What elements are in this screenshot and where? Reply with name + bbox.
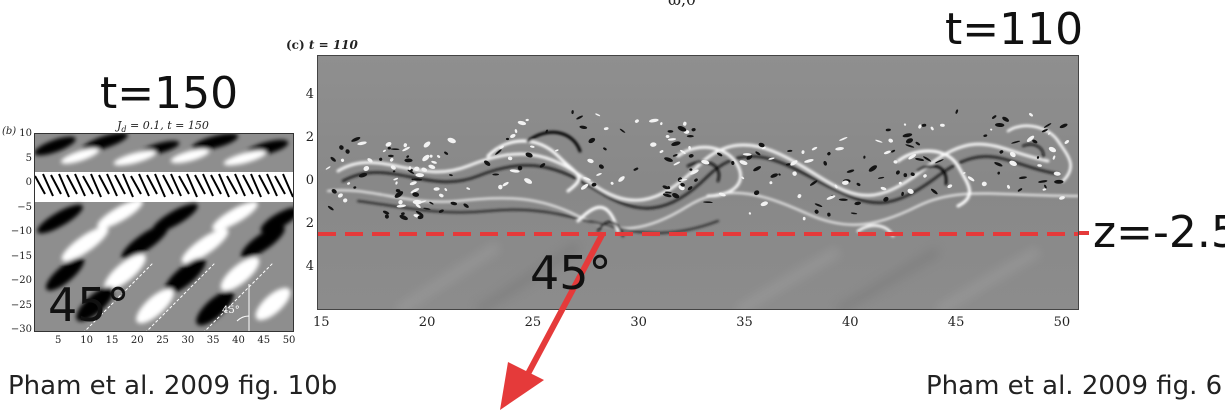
- panel-b-y-tick: −10: [10, 226, 32, 237]
- panel-b-x-tick: 40: [232, 335, 245, 346]
- z-line-label: z=-2.5: [1093, 207, 1225, 258]
- panel-b-caption: Pham et al. 2009 fig. 10b: [8, 371, 338, 401]
- panel-b-x-tick: 50: [282, 335, 296, 346]
- panel-c-field: [318, 56, 1078, 309]
- panel-c-y-tick: 4: [305, 259, 314, 274]
- panel-b-x-tick: 10: [80, 335, 94, 346]
- panel-b-letter: (b): [2, 126, 17, 137]
- panel-c-title: t = 110: [308, 38, 358, 52]
- panel-b-y-tick: −20: [10, 275, 32, 286]
- top-fragment: ω,θ: [668, 0, 696, 9]
- panel-b-time-label: t=150: [100, 68, 239, 119]
- panel-b-x-tick: 35: [206, 335, 220, 346]
- panel-c-header: (c) t = 110: [286, 38, 358, 52]
- panel-c-y-tick: 2: [305, 130, 314, 145]
- panel-b-plot: [34, 133, 294, 332]
- panel-b-angle-label: 45°: [48, 278, 130, 332]
- panel-c-angle-label: 45°: [530, 246, 612, 300]
- panel-b-y-tick: 0: [25, 177, 32, 188]
- panel-c-x-tick: 25: [524, 315, 542, 330]
- panel-b-title-sub: d: [121, 125, 127, 135]
- panel-b-y-tick: −15: [10, 250, 32, 262]
- panel-b-field: [35, 134, 293, 331]
- panel-c-x-tick: 20: [418, 315, 436, 330]
- panel-b-x-tick: 30: [181, 335, 195, 346]
- panel-b-x-tick: 20: [130, 335, 144, 346]
- panel-b-y-tick: 10: [19, 128, 32, 139]
- panel-b-y-tick: −25: [10, 299, 32, 311]
- z-line-extension: [1079, 231, 1089, 235]
- panel-b-angle-small: 45°: [222, 305, 240, 316]
- panel-b-x-tick: 25: [156, 335, 169, 346]
- panel-b-title-rest: = 0.1, t = 150: [126, 119, 209, 132]
- panel-c-letter: (c): [286, 38, 305, 52]
- panel-c-x-tick: 15: [313, 315, 330, 330]
- panel-c-y-tick: 0: [305, 173, 314, 188]
- panel-c-plot: [317, 55, 1079, 310]
- panel-b-y-tick: −5: [17, 201, 32, 213]
- panel-c-x-tick: 40: [842, 315, 859, 330]
- panel-c-x-tick: 35: [736, 315, 753, 330]
- panel-c-y-tick: 4: [305, 87, 314, 102]
- panel-b-x-tick: 15: [105, 335, 119, 346]
- panel-c-x-tick: 50: [1053, 315, 1071, 330]
- panel-c-x-tick: 30: [630, 315, 647, 330]
- panel-c-x-tick: 45: [947, 315, 965, 330]
- panel-b-x-tick: 45: [257, 335, 271, 346]
- panel-c-caption: Pham et al. 2009 fig. 6: [926, 371, 1223, 401]
- panel-c-turbulence: [325, 109, 1070, 221]
- panel-c-time-label: t=110: [945, 4, 1084, 55]
- panel-c-y-tick: 2: [305, 216, 314, 231]
- panel-b-title-main: J: [117, 119, 122, 132]
- panel-b-y-tick: 5: [25, 152, 32, 164]
- panel-b-y-tick: −30: [10, 324, 32, 335]
- panel-b-x-tick: 5: [55, 335, 62, 346]
- panel-b-title: Jd = 0.1, t = 150: [117, 119, 209, 134]
